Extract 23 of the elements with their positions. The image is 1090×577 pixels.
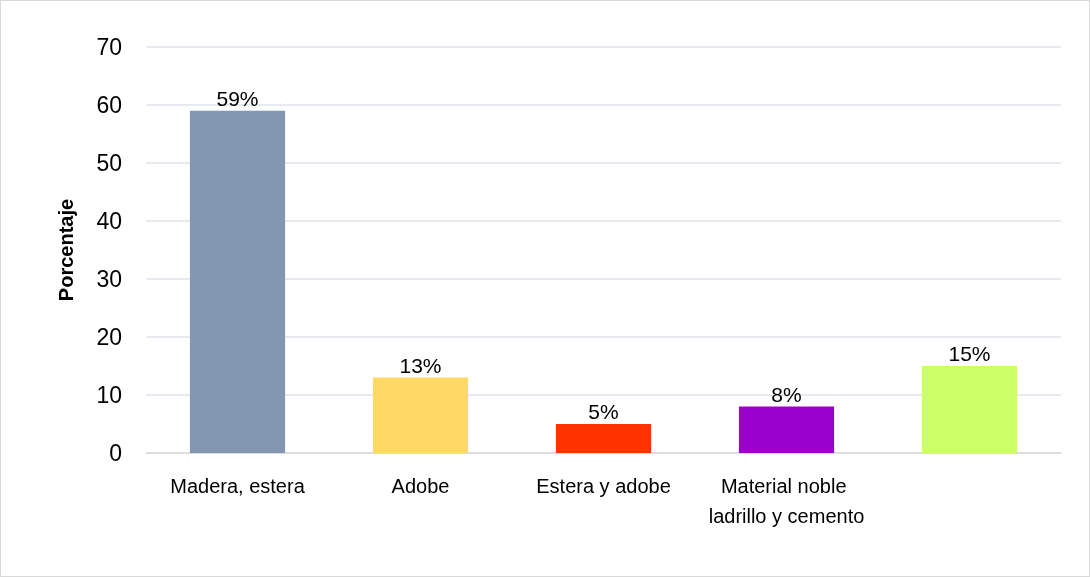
y-tick-label: 10 <box>96 382 122 408</box>
bar <box>372 377 469 453</box>
x-tick-label: Estera y adobe <box>536 475 671 497</box>
bar <box>738 406 835 453</box>
data-label: 5% <box>588 400 619 423</box>
data-label: 15% <box>948 342 991 365</box>
x-tick-label: Adobe <box>391 475 450 497</box>
y-tick-label: 30 <box>96 266 122 292</box>
y-tick-label: 50 <box>96 150 122 176</box>
y-tick-label: 70 <box>96 34 122 60</box>
y-tick-label: 60 <box>96 92 122 118</box>
y-tick-label: 20 <box>96 324 122 350</box>
data-label: 8% <box>771 382 802 406</box>
y-tick-label: 0 <box>109 440 122 466</box>
bar <box>189 110 286 453</box>
bar <box>555 424 652 453</box>
y-tick-label: 40 <box>96 208 122 234</box>
data-label: 59% <box>216 86 259 110</box>
bar <box>921 366 1018 453</box>
data-label: 13% <box>399 353 442 377</box>
x-tick-label: Madera, estera <box>170 475 306 497</box>
y-axis-title: Porcentaje <box>55 198 77 302</box>
x-tick-label: Material noble ladrillo y cemento <box>708 475 865 527</box>
